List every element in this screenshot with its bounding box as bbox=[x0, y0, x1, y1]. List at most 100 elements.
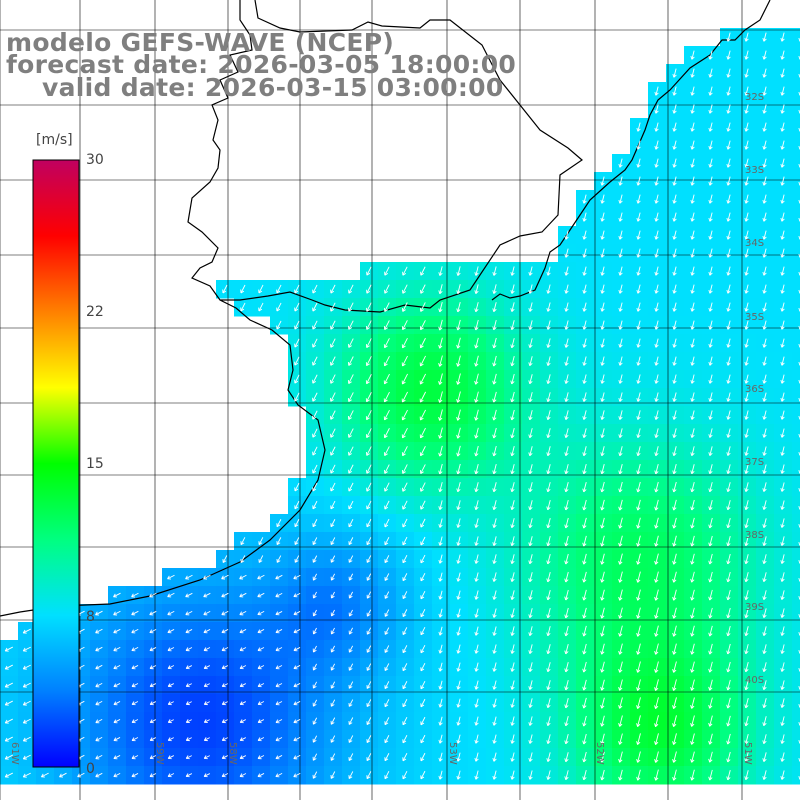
wind-arrow bbox=[726, 86, 731, 96]
wind-arrow bbox=[690, 50, 695, 60]
wind-arrow bbox=[726, 284, 731, 294]
wind-arrow bbox=[762, 338, 767, 348]
wind-arrow bbox=[636, 158, 641, 168]
wind-arrow bbox=[600, 212, 605, 222]
wind-arrow bbox=[401, 337, 408, 349]
wind-cell bbox=[792, 730, 800, 749]
wind-arrow bbox=[690, 320, 695, 330]
wind-arrow bbox=[744, 32, 749, 42]
wind-arrow bbox=[672, 194, 677, 204]
wind-arrow bbox=[780, 230, 785, 240]
wind-arrow bbox=[636, 212, 641, 222]
wind-arrow bbox=[654, 158, 659, 168]
wind-arrow bbox=[366, 302, 372, 312]
wind-arrow bbox=[708, 50, 713, 60]
wind-cell bbox=[792, 550, 800, 569]
wind-arrow bbox=[582, 302, 587, 312]
wind-arrow bbox=[726, 320, 731, 330]
wind-cell bbox=[792, 586, 800, 605]
wind-arrow bbox=[546, 284, 551, 294]
wind-arrow bbox=[672, 248, 677, 258]
wind-arrow bbox=[636, 248, 641, 258]
wind-arrow bbox=[438, 284, 443, 295]
wind-arrow bbox=[474, 319, 479, 331]
wind-cell bbox=[792, 352, 800, 371]
wind-cell bbox=[792, 136, 800, 155]
wind-arrow bbox=[654, 320, 659, 330]
wind-arrow bbox=[600, 230, 605, 240]
wind-arrow bbox=[438, 301, 443, 313]
wind-arrow bbox=[636, 230, 641, 240]
wind-cell bbox=[792, 496, 800, 515]
wind-arrow bbox=[294, 338, 300, 348]
wind-arrow bbox=[690, 140, 695, 150]
wind-arrow bbox=[690, 158, 695, 168]
wind-arrow bbox=[690, 338, 695, 348]
wind-arrow bbox=[708, 284, 713, 294]
wind-arrow bbox=[438, 266, 443, 276]
wind-arrow bbox=[438, 319, 443, 331]
wind-cell bbox=[792, 118, 800, 137]
wind-arrow bbox=[492, 320, 497, 331]
wind-arrow bbox=[600, 176, 605, 186]
wind-arrow bbox=[474, 266, 479, 276]
wind-arrow bbox=[672, 122, 677, 132]
wind-arrow bbox=[672, 158, 677, 168]
wind-arrow bbox=[582, 320, 587, 330]
wind-arrow bbox=[762, 302, 767, 312]
wind-arrow bbox=[780, 338, 785, 348]
wind-arrow bbox=[564, 248, 569, 258]
wind-arrow bbox=[654, 122, 659, 132]
wind-arrow bbox=[510, 320, 515, 331]
wind-arrow bbox=[744, 338, 749, 348]
wind-cell bbox=[792, 334, 800, 353]
wind-arrow bbox=[708, 194, 713, 204]
wind-arrow bbox=[312, 284, 318, 294]
wind-arrow bbox=[744, 248, 749, 258]
wind-arrow bbox=[258, 302, 264, 312]
wind-arrow bbox=[780, 212, 785, 222]
wind-arrow bbox=[330, 302, 336, 312]
latitude-label: 34S bbox=[745, 238, 764, 249]
wind-arrow bbox=[636, 266, 641, 276]
wind-arrow bbox=[780, 68, 785, 78]
wind-arrow bbox=[762, 68, 767, 78]
wind-arrow bbox=[690, 122, 695, 132]
wind-arrow bbox=[456, 284, 461, 295]
wind-arrow bbox=[240, 284, 246, 294]
wind-arrow bbox=[564, 338, 569, 348]
wind-cell bbox=[792, 172, 800, 191]
wind-arrow bbox=[672, 68, 677, 78]
colorbar-tick-15: 15 bbox=[86, 456, 104, 472]
wind-arrow bbox=[690, 212, 695, 222]
longitude-label: 58W bbox=[227, 742, 238, 765]
wind-arrow bbox=[492, 266, 497, 276]
wind-arrow bbox=[690, 302, 695, 312]
wind-arrow bbox=[618, 284, 623, 294]
longitude-label: 59W bbox=[154, 742, 165, 765]
wind-arrow bbox=[690, 266, 695, 276]
wind-arrow bbox=[366, 284, 372, 294]
wind-arrow bbox=[222, 284, 228, 294]
wind-arrow bbox=[492, 284, 497, 294]
wind-arrow bbox=[744, 50, 749, 60]
wind-arrow bbox=[528, 302, 533, 312]
wind-arrow bbox=[780, 158, 785, 168]
coastline bbox=[0, 0, 771, 617]
wind-arrow bbox=[708, 212, 713, 222]
wind-arrow bbox=[438, 337, 443, 349]
wind-cell bbox=[792, 64, 800, 83]
wind-arrow bbox=[744, 194, 749, 204]
wind-arrow bbox=[726, 194, 731, 204]
wind-arrow bbox=[276, 320, 282, 330]
wind-arrow bbox=[330, 284, 336, 294]
wind-arrow bbox=[402, 284, 408, 294]
wind-arrow bbox=[708, 86, 713, 96]
wind-cell bbox=[792, 622, 800, 641]
wind-arrow bbox=[762, 176, 767, 186]
wind-arrow bbox=[348, 302, 354, 312]
wind-arrow bbox=[780, 194, 785, 204]
latitude-label: 40S bbox=[745, 675, 764, 686]
wind-arrow bbox=[744, 212, 749, 222]
wind-arrow bbox=[762, 230, 767, 240]
